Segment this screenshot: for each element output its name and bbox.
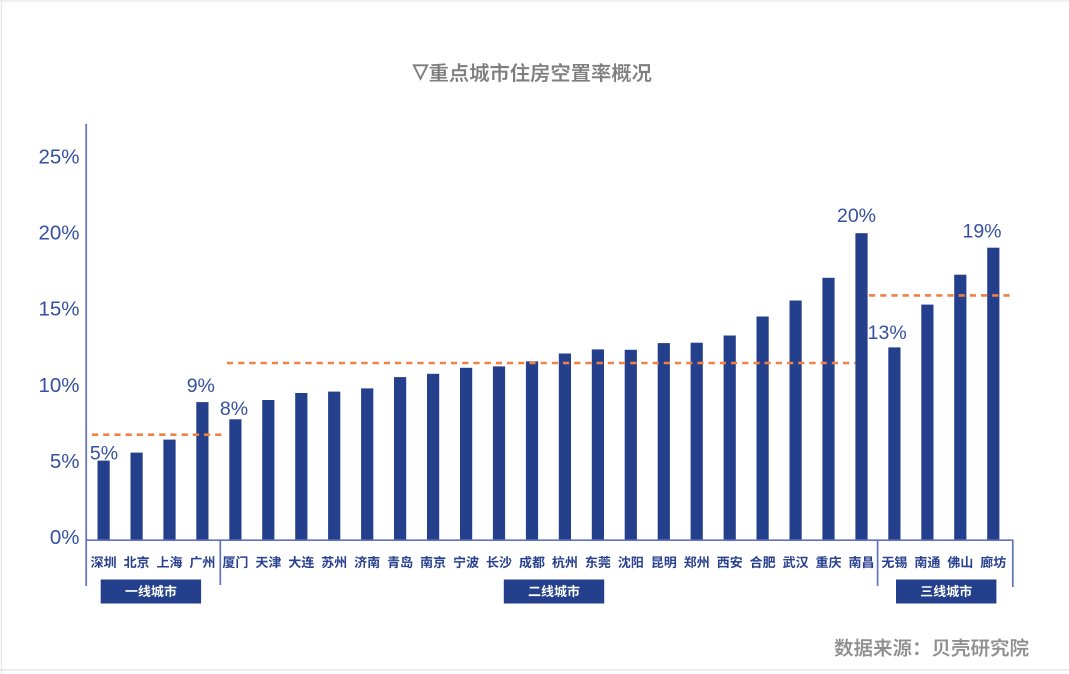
svg-text:20%: 20% [38, 222, 79, 245]
svg-text:9%: 9% [187, 375, 215, 397]
svg-text:5%: 5% [50, 450, 80, 473]
svg-text:20%: 20% [837, 205, 876, 227]
svg-text:15%: 15% [38, 298, 79, 321]
svg-text:0%: 0% [50, 526, 80, 549]
svg-text:25%: 25% [38, 146, 79, 169]
svg-text:19%: 19% [962, 220, 1001, 242]
svg-text:10%: 10% [38, 374, 79, 397]
svg-text:13%: 13% [868, 322, 907, 344]
svg-text:8%: 8% [220, 398, 248, 420]
svg-text:5%: 5% [90, 443, 118, 465]
